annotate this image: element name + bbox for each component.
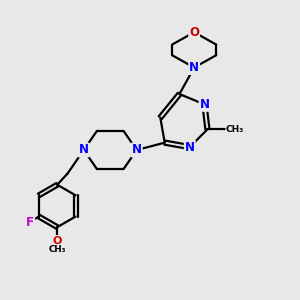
Text: CH₃: CH₃: [226, 125, 244, 134]
Text: CH₃: CH₃: [49, 245, 66, 254]
Text: N: N: [132, 143, 142, 157]
Text: O: O: [189, 26, 199, 39]
Text: N: N: [185, 141, 195, 154]
Text: N: N: [79, 143, 89, 157]
Text: O: O: [52, 236, 62, 246]
Text: N: N: [189, 61, 199, 74]
Text: F: F: [26, 216, 34, 229]
Text: N: N: [200, 98, 209, 111]
